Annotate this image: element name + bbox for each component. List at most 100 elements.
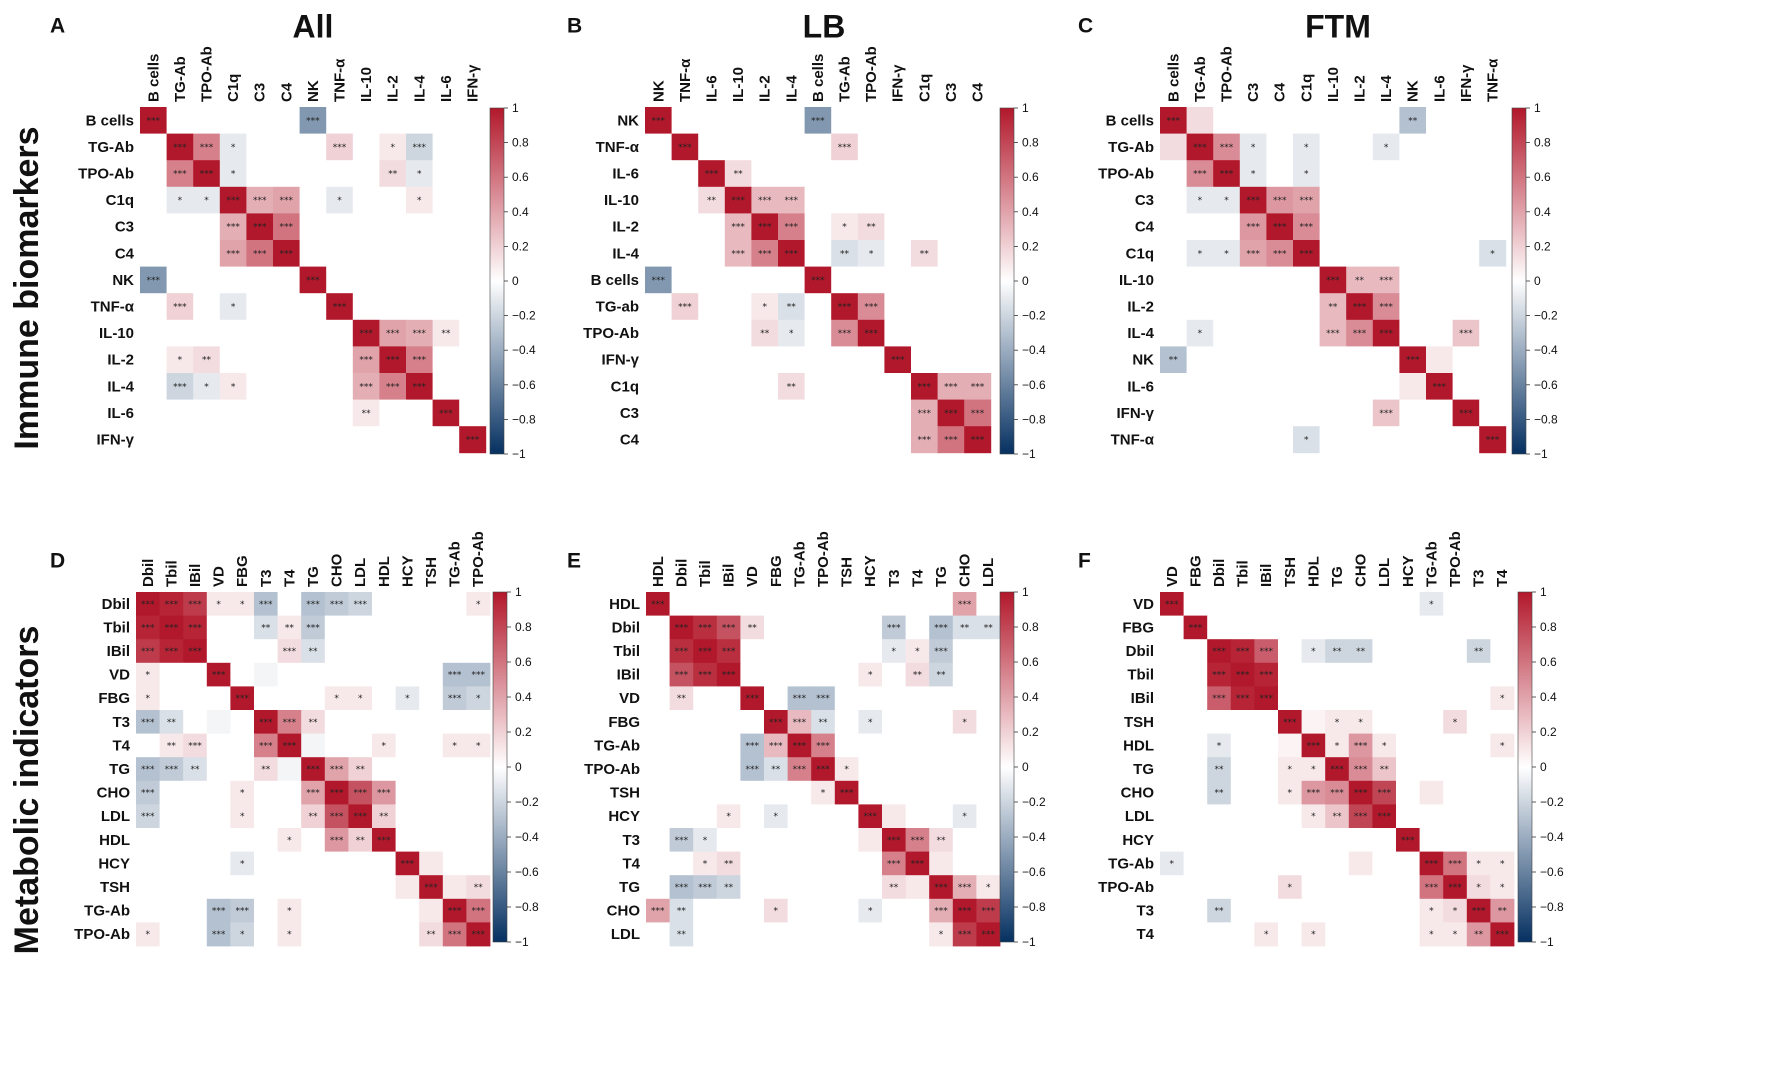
- significance-label: *: [703, 836, 708, 846]
- heatmap-cell: [1443, 780, 1468, 805]
- heatmap-cell: [395, 875, 420, 900]
- column-label: Tbil: [697, 560, 714, 587]
- significance-label: ***: [958, 930, 972, 940]
- heatmap-cell: [693, 592, 718, 616]
- heatmap-cell: [324, 922, 349, 947]
- significance-label: **: [760, 329, 770, 339]
- significance-label: ***: [1379, 276, 1393, 286]
- significance-label: **: [787, 382, 797, 392]
- heatmap-cell: [1490, 733, 1515, 758]
- heatmap-cell: [246, 346, 274, 374]
- heatmap-cell: [671, 240, 699, 267]
- heatmap-cell: [1348, 733, 1373, 758]
- heatmap-cell: [905, 851, 930, 876]
- colorbar-tick-label: 1: [1022, 101, 1029, 115]
- heatmap-cell: [395, 780, 420, 805]
- heatmap-cell: [858, 922, 883, 947]
- heatmap-cell: [219, 213, 247, 241]
- heatmap-cell: [716, 780, 741, 805]
- heatmap-cell: [379, 266, 407, 294]
- heatmap-cell: [277, 686, 302, 711]
- heatmap-cell: [166, 160, 194, 188]
- heatmap-cell: [751, 160, 779, 188]
- significance-label: ***: [1448, 883, 1462, 893]
- heatmap-cell: [1266, 240, 1294, 267]
- heatmap-cell: [230, 592, 255, 616]
- heatmap-cell: [1230, 875, 1255, 900]
- heatmap-cell: [230, 898, 255, 923]
- heatmap-cell: [379, 107, 407, 134]
- heatmap-cell: [406, 426, 433, 454]
- heatmap-cell: [183, 875, 208, 900]
- heatmap-cell: [140, 426, 167, 454]
- significance-label: *: [1429, 907, 1434, 917]
- heatmap-cell: [406, 107, 433, 134]
- heatmap-cell: [1346, 293, 1374, 321]
- heatmap-cell: [1466, 733, 1491, 758]
- heatmap-cell: [432, 399, 460, 427]
- significance-label: *: [146, 930, 151, 940]
- heatmap-cell: [804, 160, 832, 188]
- heatmap-cell: [1160, 780, 1184, 805]
- row-label: TG-ab: [596, 299, 639, 316]
- column-label: LDL: [980, 558, 997, 587]
- colorbar-tick-label: −0.2: [1022, 309, 1046, 323]
- heatmap-cell: [693, 804, 718, 829]
- heatmap-cell: [277, 615, 302, 640]
- row-label: B cells: [591, 272, 639, 289]
- significance-label: *: [1476, 859, 1481, 869]
- heatmap-cell: [1372, 133, 1400, 161]
- heatmap-cell: [159, 686, 184, 711]
- heatmap-cell: [1479, 373, 1507, 400]
- significance-label: *: [821, 789, 826, 799]
- heatmap-cell: [716, 851, 741, 876]
- heatmap-cell: [419, 804, 444, 829]
- significance-label: ***: [1486, 436, 1500, 446]
- heatmap-cell: [1160, 804, 1184, 829]
- heatmap-cell: [929, 757, 954, 782]
- heatmap-cell: [929, 922, 954, 947]
- heatmap-cell: [976, 662, 1001, 687]
- heatmap-cell: [273, 346, 300, 374]
- heatmap-cell: [831, 266, 859, 294]
- heatmap-cell: [671, 293, 699, 321]
- column-label: C3: [252, 83, 269, 102]
- colorbar-tick-label: 0.8: [1022, 620, 1039, 634]
- significance-label: ***: [1273, 196, 1287, 206]
- heatmap-cell: [882, 757, 906, 782]
- heatmap-cell: [1186, 186, 1214, 214]
- panel-letter: F: [1078, 550, 1091, 573]
- heatmap-cell: [432, 133, 460, 161]
- heatmap-cell: [693, 710, 718, 734]
- heatmap-cell: [724, 160, 752, 188]
- heatmap-cell: [698, 213, 726, 241]
- heatmap-cell: [406, 186, 433, 214]
- significance-label: ***: [785, 223, 799, 233]
- heatmap-cell: [1490, 922, 1515, 947]
- heatmap-cell: [324, 898, 349, 923]
- colorbar-tick-label: −0.8: [512, 412, 536, 426]
- column-label: T4: [281, 569, 298, 587]
- significance-label: *: [146, 694, 151, 704]
- heatmap-cell: [246, 266, 274, 294]
- heatmap-cell: [740, 757, 765, 782]
- column-label: Tbil: [163, 560, 180, 587]
- heatmap-cell: [206, 639, 231, 664]
- significance-label: ***: [785, 196, 799, 206]
- colorbar-tick-label: 0: [515, 760, 522, 774]
- heatmap-cell: [352, 399, 380, 427]
- heatmap-cell: [1479, 133, 1507, 161]
- heatmap-cell: [140, 293, 167, 321]
- row-label: IL-10: [1119, 272, 1154, 289]
- heatmap-cell: [804, 186, 832, 214]
- heatmap-cell: [952, 828, 977, 852]
- heatmap-cell: [136, 686, 160, 711]
- significance-label: ***: [1273, 223, 1287, 233]
- heatmap-cell: [326, 373, 354, 400]
- heatmap-cell: [406, 373, 433, 400]
- row-label: TPO-Ab: [74, 926, 130, 943]
- heatmap-cell: [219, 319, 247, 347]
- heatmap-cell: [379, 346, 407, 374]
- heatmap-cell: [1207, 804, 1232, 829]
- heatmap-cell: [1213, 373, 1241, 400]
